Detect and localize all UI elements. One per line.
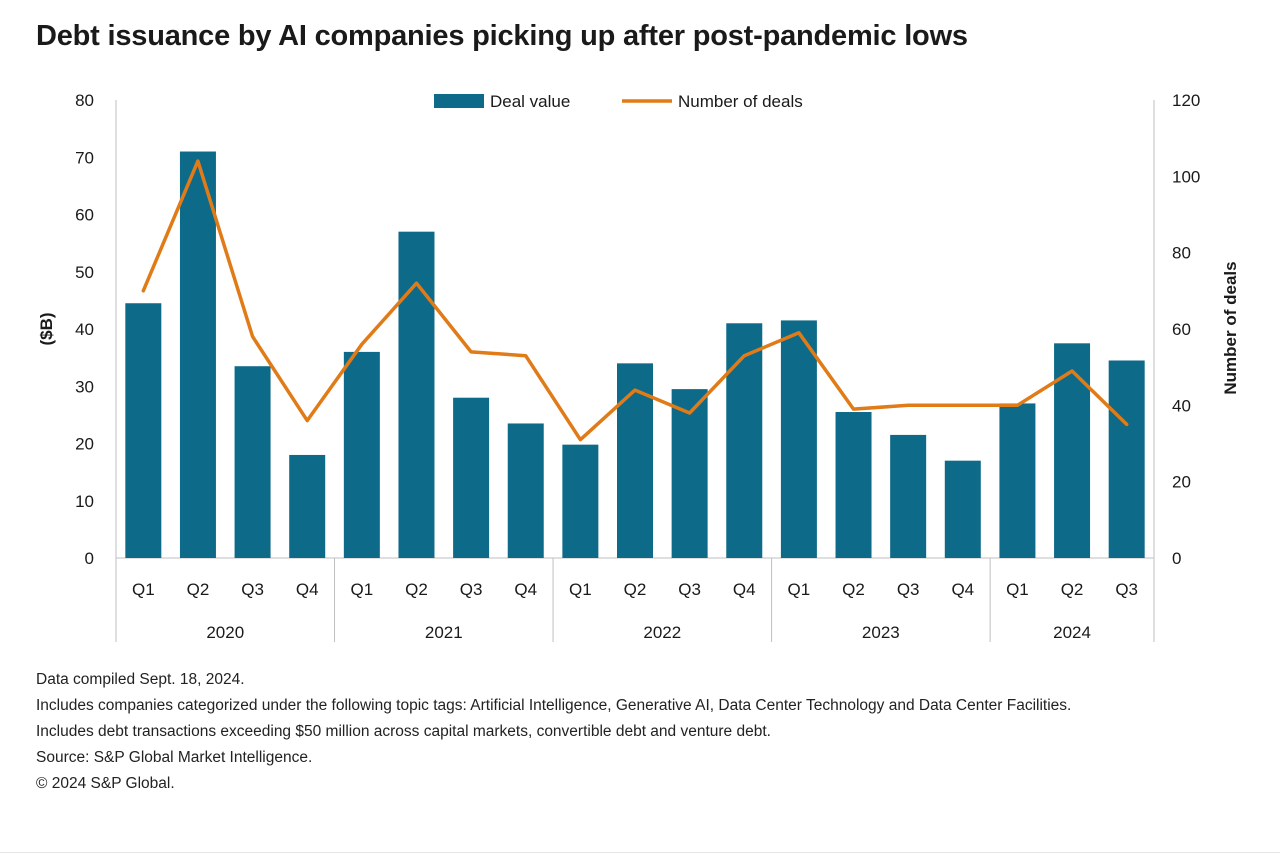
y-tick-label-left: 20 <box>75 435 94 454</box>
x-tick-label-quarter: Q3 <box>897 580 920 599</box>
note-transactions: Includes debt transactions exceeding $50… <box>36 723 771 740</box>
x-group-label-year: 2023 <box>862 623 900 642</box>
y-tick-label-right: 120 <box>1172 91 1200 110</box>
bar-deal-value <box>562 444 599 558</box>
x-tick-label-quarter: Q4 <box>296 580 319 599</box>
bar-deal-value <box>179 151 216 558</box>
bar-deal-value <box>234 366 271 558</box>
bar-deal-value <box>944 460 981 558</box>
x-tick-label-quarter: Q2 <box>405 580 428 599</box>
x-tick-label-quarter: Q2 <box>842 580 865 599</box>
bar-deal-value <box>343 351 380 558</box>
x-tick-label-quarter: Q4 <box>951 580 974 599</box>
y-tick-label-left: 50 <box>75 263 94 282</box>
x-tick-label-quarter: Q1 <box>788 580 811 599</box>
x-tick-label-quarter: Q1 <box>569 580 592 599</box>
bar-deal-value <box>398 231 435 559</box>
y-tick-label-left: 30 <box>75 377 94 396</box>
note-topic-tags: Includes companies categorized under the… <box>36 697 1072 714</box>
y-tick-label-left: 70 <box>75 148 94 167</box>
x-tick-label-quarter: Q4 <box>733 580 756 599</box>
bar-deal-value <box>507 423 544 558</box>
bar-deal-value <box>1108 360 1145 558</box>
line-number-of-deals <box>141 159 1129 442</box>
x-tick-label-quarter: Q1 <box>350 580 373 599</box>
bar-deal-value <box>999 403 1036 558</box>
bar-deal-value <box>453 397 490 558</box>
bar-deal-value <box>835 412 872 558</box>
bar-deal-value <box>726 323 763 558</box>
y-tick-label-left: 40 <box>75 320 94 339</box>
bar-deal-value <box>617 363 653 558</box>
bar-deal-value <box>780 320 817 558</box>
legend-label-deal-value: Deal value <box>490 92 570 111</box>
bottom-divider <box>0 852 1280 853</box>
bar-deal-value <box>289 454 326 558</box>
y-tick-label-right: 60 <box>1172 320 1191 339</box>
x-tick-label-quarter: Q2 <box>624 580 647 599</box>
bar-deal-value <box>125 303 162 558</box>
x-tick-label-quarter: Q3 <box>241 580 264 599</box>
y-tick-label-left: 0 <box>85 549 94 568</box>
y-tick-label-right: 0 <box>1172 549 1181 568</box>
combo-chart: 0 10 20 30 40 50 60 70 80 0 20 40 60 80 100 120 ($B) Numb… <box>37 91 1240 642</box>
y-tick-label-right: 40 <box>1172 396 1191 415</box>
chart-notes: Data compiled Sept. 18, 2024. Includes c… <box>36 670 1246 800</box>
note-source: Source: S&P Global Market Intelligence. <box>36 749 313 766</box>
x-tick-label-quarter: Q3 <box>460 580 483 599</box>
x-group-label-year: 2021 <box>425 623 463 642</box>
x-tick-label-quarter: Q2 <box>1061 580 1084 599</box>
x-tick-label-quarter: Q3 <box>678 580 701 599</box>
y-tick-label-right: 100 <box>1172 167 1200 186</box>
x-tick-label-quarter: Q2 <box>187 580 210 599</box>
y-tick-label-right: 80 <box>1172 244 1191 263</box>
x-tick-label-quarter: Q1 <box>1006 580 1029 599</box>
bar-deal-value <box>671 389 708 558</box>
y-tick-label-right: 20 <box>1172 473 1191 492</box>
legend: Deal value Number of deals <box>434 92 803 111</box>
y-tick-label-left: 60 <box>75 206 94 225</box>
legend-label-number-of-deals: Number of deals <box>678 92 803 111</box>
y-tick-label-left: 80 <box>75 91 94 110</box>
y-axis-title-left: ($B) <box>37 312 56 345</box>
x-group-label-year: 2024 <box>1053 623 1091 642</box>
x-tick-label-quarter: Q1 <box>132 580 155 599</box>
y-axis-title-right: Number of deals <box>1221 261 1240 394</box>
note-compiled-date: Data compiled Sept. 18, 2024. <box>36 671 245 688</box>
x-group-label-year: 2022 <box>643 623 681 642</box>
bar-deal-value <box>890 434 927 558</box>
y-tick-label-left: 10 <box>75 492 94 511</box>
chart-title: Debt issuance by AI companies picking up… <box>36 20 968 52</box>
note-copyright: © 2024 S&P Global. <box>36 775 175 792</box>
x-group-label-year: 2020 <box>206 623 244 642</box>
legend-swatch-deal-value <box>434 94 484 108</box>
bar-deal-value <box>1054 343 1091 558</box>
x-tick-label-quarter: Q3 <box>1115 580 1138 599</box>
x-tick-label-quarter: Q4 <box>514 580 537 599</box>
